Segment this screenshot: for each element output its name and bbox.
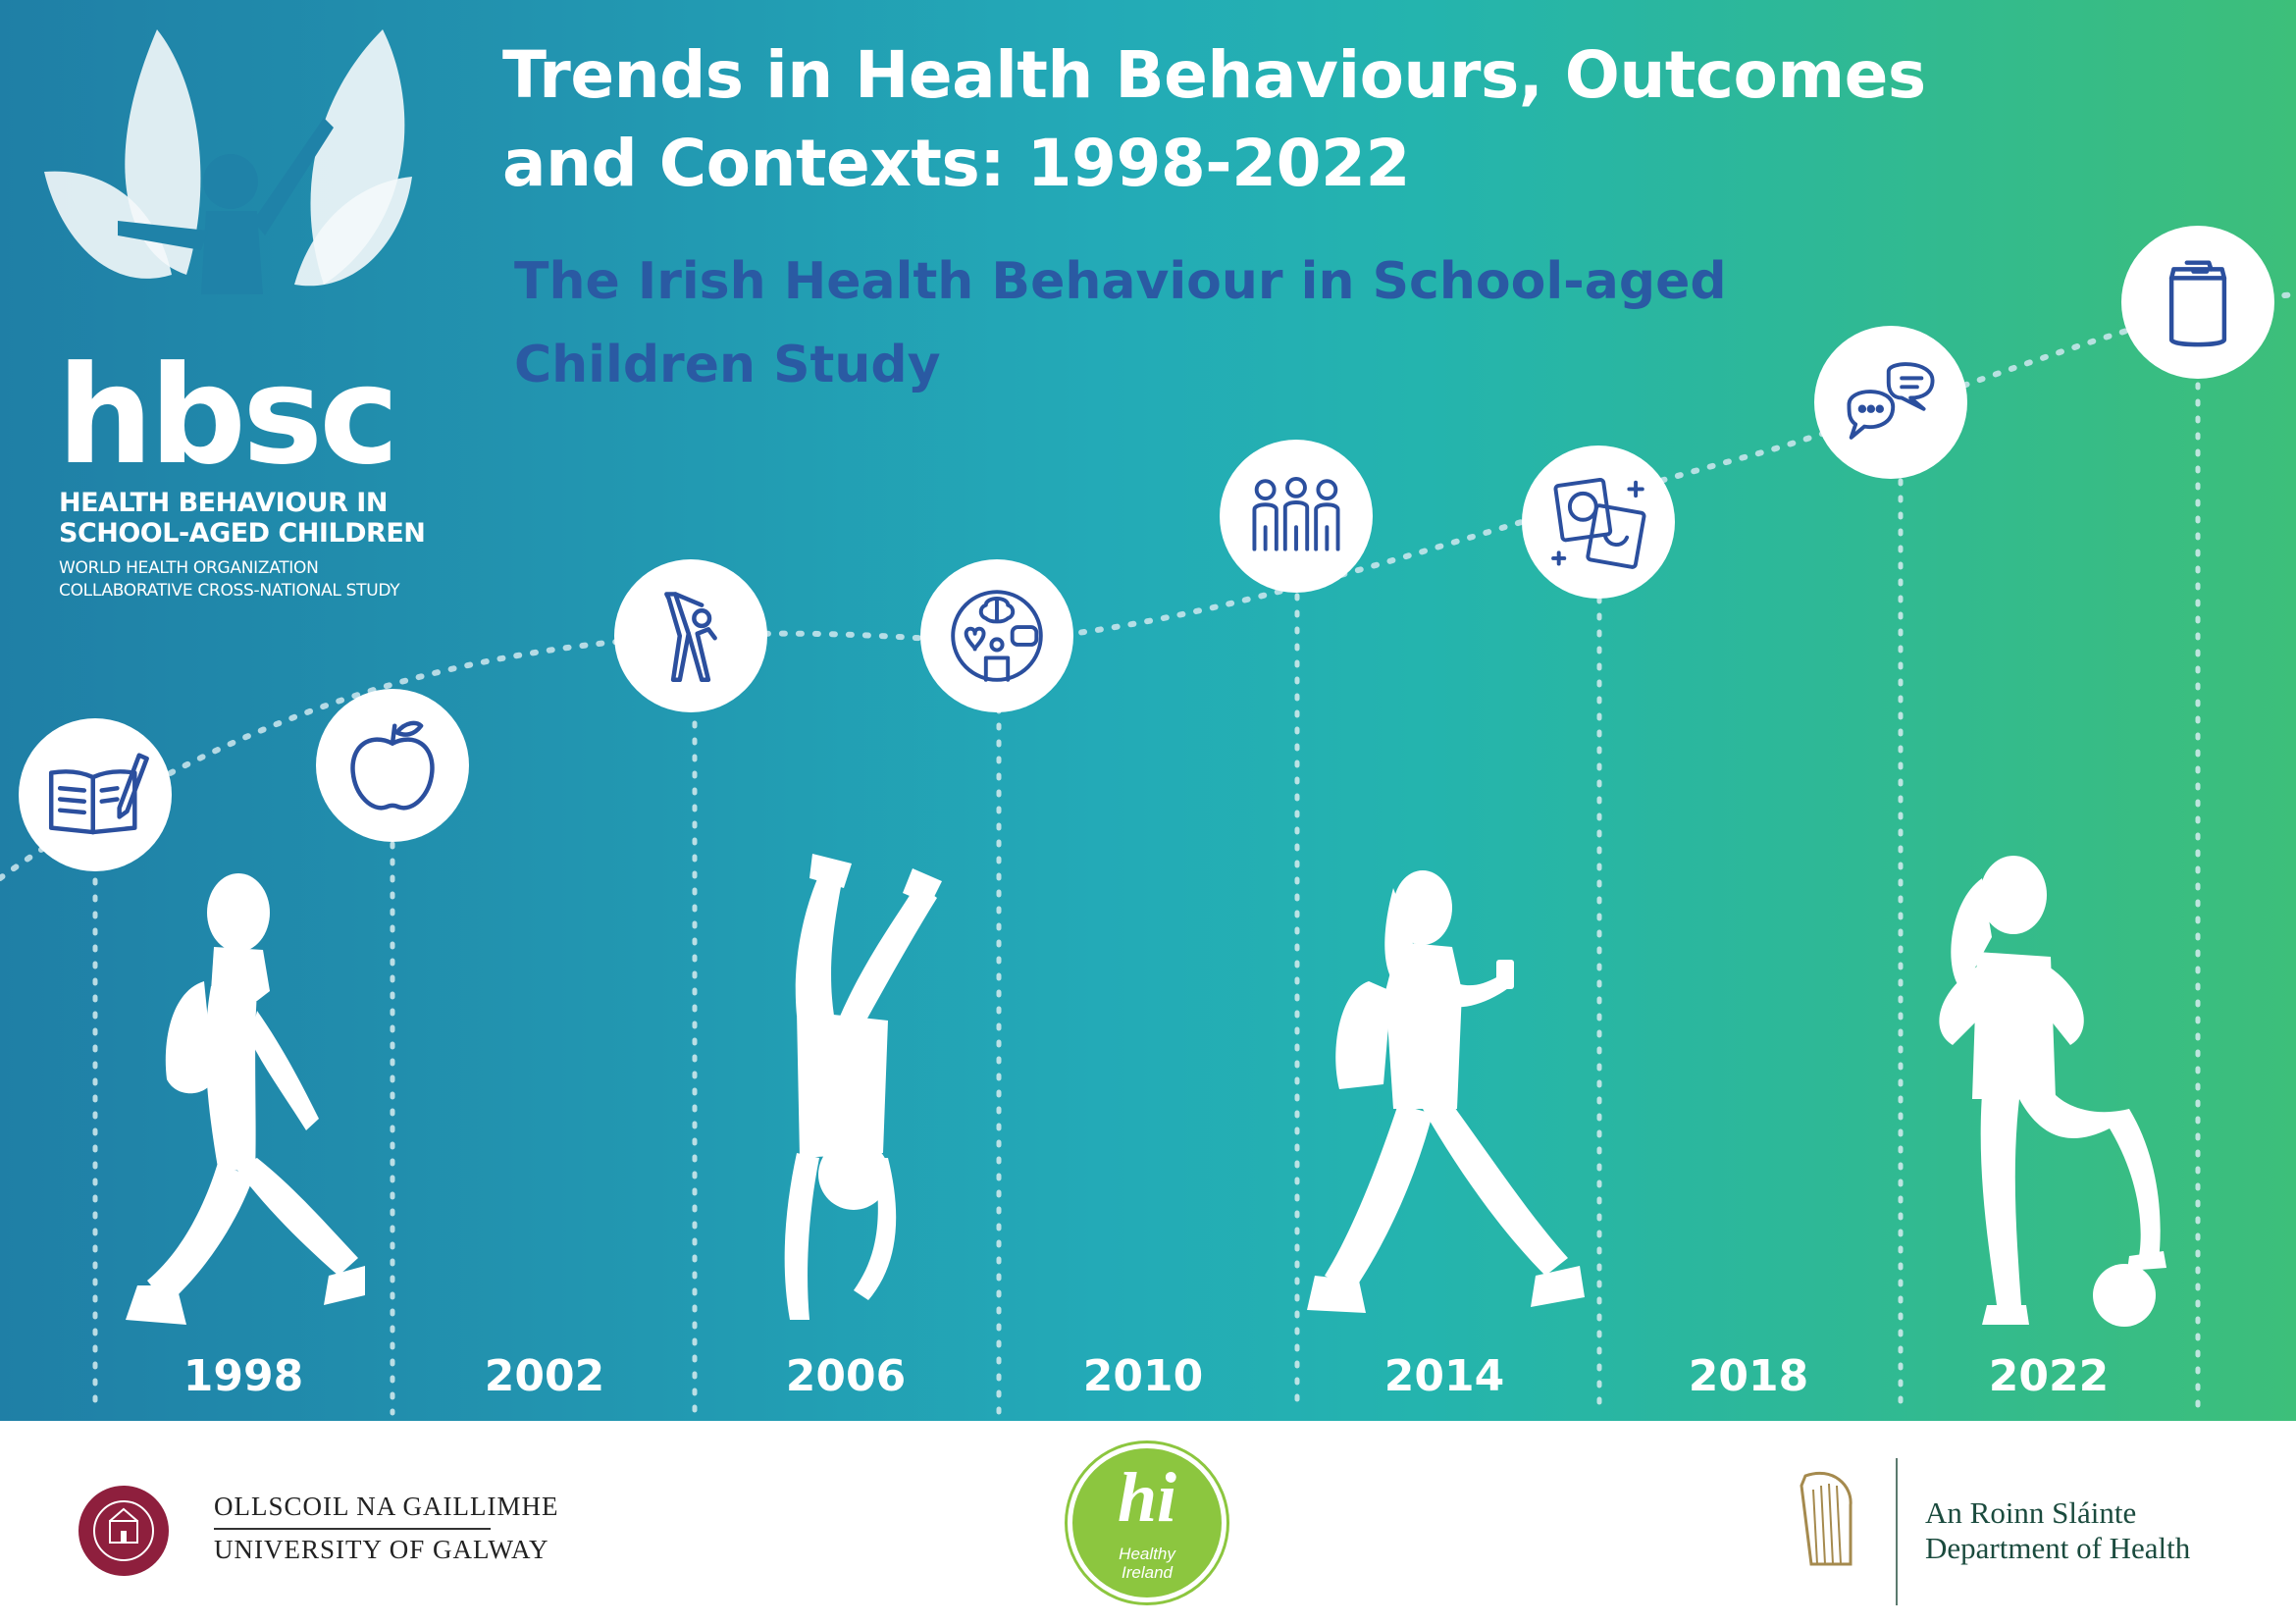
chat-bubbles-icon [1814,326,1967,479]
department-divider [1896,1458,1898,1605]
year-label-2022: 2022 [1988,1351,2110,1401]
drink-can-icon [2121,226,2274,379]
year-label-2010: 2010 [1082,1351,1204,1401]
year-label-2014: 2014 [1383,1351,1505,1401]
apple-icon [316,689,469,842]
hbsc-line1: HEALTH BEHAVIOUR IN [59,488,388,518]
brain-heart-chat-icon [920,559,1073,712]
year-label-2018: 2018 [1688,1351,1809,1401]
galway-name-irish: OLLSCOIL NA GAILLIMHE [214,1492,559,1521]
page-title-line1: Trends in Health Behaviours, Outcomes [502,37,1926,113]
hbsc-line4: COLLABORATIVE CROSS-NATIONAL STUDY [59,581,400,601]
healthy-ireland-logo: hi Healthy Ireland [1068,1443,1226,1602]
partner-logos-footer: OLLSCOIL NA GAILLIMHE UNIVERSITY OF GALW… [0,1421,2296,1624]
galway-seal-logo [78,1486,169,1576]
galway-name-english: UNIVERSITY OF GALWAY [214,1535,549,1564]
subtitle-line2: Children Study [514,336,941,394]
timeline-banner: Trends in Health Behaviours, Outcomes an… [0,0,2296,1421]
handstand-kid-silhouette [784,854,942,1320]
year-label-2006: 2006 [785,1351,907,1401]
friends-group-icon [1220,440,1373,593]
stretching-person-icon [614,559,767,712]
photos-icon [1522,445,1675,599]
year-label-1998: 1998 [183,1351,304,1401]
harp-emblem [1800,1471,1852,1566]
hbsc-line2: SCHOOL-AGED CHILDREN [59,518,426,549]
healthy-ireland-line1: Healthy [1119,1545,1175,1563]
hbsc-line3: WORLD HEALTH ORGANIZATION [59,558,319,578]
department-name-irish: An Roinn Sláinte [1925,1495,2137,1530]
timeline-arc [0,29,2296,1416]
department-name-english: Department of Health [1925,1531,2191,1565]
hbsc-leaf-emblem [44,29,412,294]
subtitle-line1: The Irish Health Behaviour in School-age… [514,252,1727,311]
page-title-line2: and Contexts: 1998-2022 [502,126,1410,201]
walking-boy-silhouette [126,873,365,1325]
galway-divider [214,1528,491,1530]
healthy-ireland-line2: Ireland [1122,1563,1173,1582]
girl-with-ball-silhouette [1939,856,2166,1327]
book-writing-icon [19,718,172,871]
hbsc-wordmark: hbsc [57,337,399,495]
year-label-2002: 2002 [484,1351,605,1401]
healthy-ireland-mark: hi [1117,1458,1177,1537]
walking-girl-phone-silhouette [1307,870,1585,1313]
